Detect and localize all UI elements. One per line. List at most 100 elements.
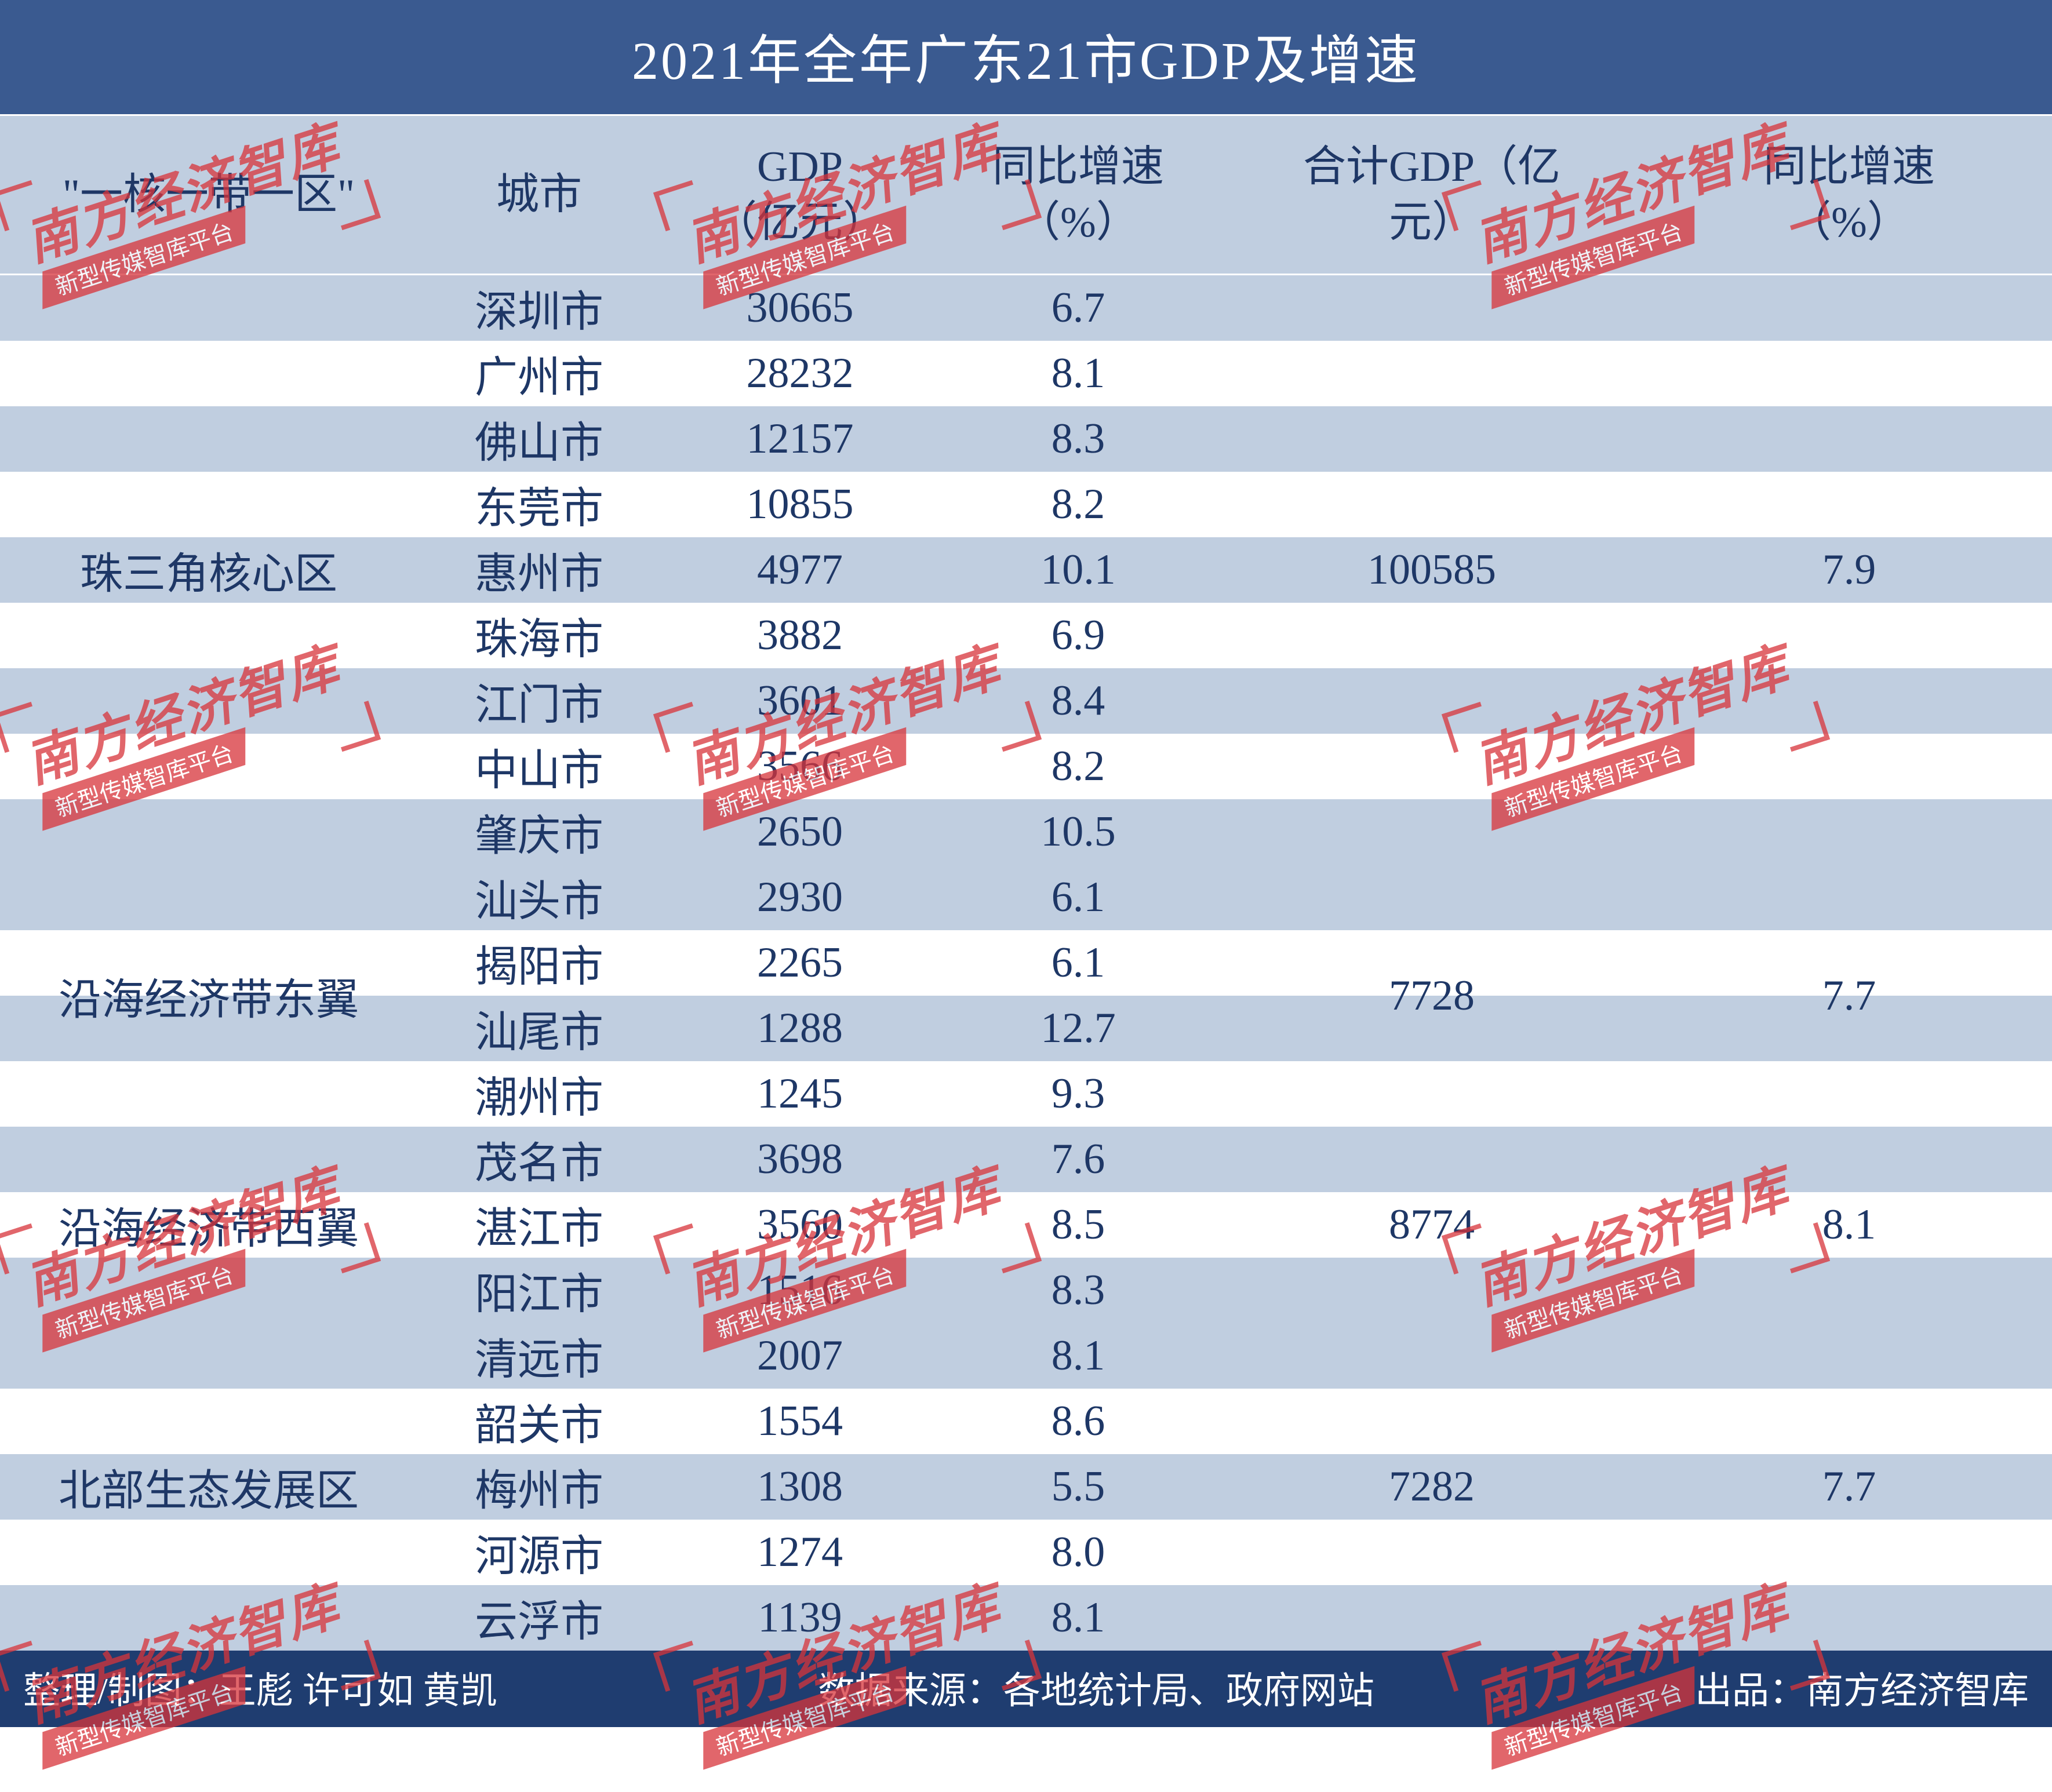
cell-gdp: 1308	[661, 1454, 939, 1520]
col-header-gdp: GDP （亿元）	[661, 116, 939, 274]
table-row: 汕尾市128812.7	[417, 996, 1217, 1061]
region-label: 北部生态发展区	[0, 1323, 417, 1651]
col-header-agg-growth-l2: （%）	[1788, 195, 1910, 250]
table-row: 肇庆市265010.5	[417, 799, 1217, 865]
cell-city: 肇庆市	[417, 799, 661, 865]
cell-gdp: 1554	[661, 1389, 939, 1454]
cell-growth: 8.4	[939, 668, 1217, 734]
page-root: 2021年全年广东21市GDP及增速 "一核一带一区" 城市 GDP （亿元） …	[0, 0, 2052, 1727]
table-row: 珠海市38826.9	[417, 603, 1217, 668]
cell-growth: 8.3	[939, 406, 1217, 472]
region-block: 北部生态发展区清远市20078.1韶关市15548.6梅州市13085.5河源市…	[0, 1323, 2052, 1651]
table-row: 惠州市497710.1	[417, 537, 1217, 603]
region-rows: 茂名市36987.6湛江市35608.5阳江市15168.3	[417, 1127, 1217, 1323]
cell-city: 汕尾市	[417, 996, 661, 1061]
cell-city: 清远市	[417, 1323, 661, 1389]
cell-gdp: 1139	[661, 1585, 939, 1651]
cell-gdp: 1274	[661, 1520, 939, 1585]
cell-gdp: 3698	[661, 1127, 939, 1192]
cell-city: 韶关市	[417, 1389, 661, 1454]
cell-gdp: 30665	[661, 275, 939, 341]
cell-city: 河源市	[417, 1520, 661, 1585]
cell-growth: 7.6	[939, 1127, 1217, 1192]
cell-city: 广州市	[417, 341, 661, 406]
footer-right-label: 出品：	[1695, 1670, 1806, 1711]
cell-city: 深圳市	[417, 275, 661, 341]
cell-gdp: 2650	[661, 799, 939, 865]
cell-city: 惠州市	[417, 537, 661, 603]
table-row: 湛江市35608.5	[417, 1192, 1217, 1258]
table-row: 深圳市306656.7	[417, 275, 1217, 341]
cell-growth: 8.1	[939, 341, 1217, 406]
footer-center: 数据来源：各地统计局、政府网站	[497, 1661, 1695, 1714]
cell-city: 梅州市	[417, 1454, 661, 1520]
region-label: 沿海经济带西翼	[0, 1127, 417, 1323]
col-header-agg-gdp: 合计GDP（亿 元）	[1217, 116, 1646, 274]
cell-agg-growth: 7.9	[1646, 275, 2052, 865]
cell-growth: 9.3	[939, 1061, 1217, 1127]
region-rows: 汕头市29306.1揭阳市22656.1汕尾市128812.7潮州市12459.…	[417, 865, 1217, 1127]
footer-left-value: 王彪 许可如 黄凯	[219, 1670, 497, 1711]
cell-growth: 5.5	[939, 1454, 1217, 1520]
page-title: 2021年全年广东21市GDP及增速	[0, 0, 2052, 114]
table-header-row: "一核一带一区" 城市 GDP （亿元） 同比增速 （%） 合计GDP（亿 元）…	[0, 114, 2052, 275]
footer-bar: 整理/制图：王彪 许可如 黄凯 数据来源：各地统计局、政府网站 出品：南方经济智…	[0, 1651, 2052, 1727]
cell-growth: 6.1	[939, 930, 1217, 996]
cell-city: 云浮市	[417, 1585, 661, 1651]
cell-growth: 8.2	[939, 734, 1217, 799]
table-row: 梅州市13085.5	[417, 1454, 1217, 1520]
cell-agg-gdp: 7282	[1217, 1323, 1646, 1651]
col-header-city-l1: 城市	[496, 167, 582, 223]
cell-city: 中山市	[417, 734, 661, 799]
cell-growth: 12.7	[939, 996, 1217, 1061]
cell-agg-gdp: 7728	[1217, 865, 1646, 1127]
cell-gdp: 10855	[661, 472, 939, 537]
region-block: 珠三角核心区深圳市306656.7广州市282328.1佛山市121578.3东…	[0, 275, 2052, 865]
cell-growth: 8.2	[939, 472, 1217, 537]
cell-gdp: 2007	[661, 1323, 939, 1389]
cell-gdp: 3882	[661, 603, 939, 668]
cell-gdp: 1288	[661, 996, 939, 1061]
cell-gdp: 3560	[661, 1192, 939, 1258]
table-row: 中山市35668.2	[417, 734, 1217, 799]
cell-gdp: 2930	[661, 865, 939, 930]
cell-growth: 6.9	[939, 603, 1217, 668]
cell-growth: 8.0	[939, 1520, 1217, 1585]
footer-right-value: 南方经济智库	[1806, 1670, 2029, 1711]
col-header-agg-growth: 同比增速 （%）	[1646, 116, 2052, 274]
table-row: 汕头市29306.1	[417, 865, 1217, 930]
region-block: 沿海经济带东翼汕头市29306.1揭阳市22656.1汕尾市128812.7潮州…	[0, 865, 2052, 1127]
table-row: 韶关市15548.6	[417, 1389, 1217, 1454]
cell-gdp: 3601	[661, 668, 939, 734]
footer-center-value: 各地统计局、政府网站	[1003, 1670, 1374, 1711]
col-header-growth-l1: 同比增速	[992, 139, 1164, 195]
cell-agg-gdp: 100585	[1217, 275, 1646, 865]
cell-growth: 10.5	[939, 799, 1217, 865]
cell-city: 江门市	[417, 668, 661, 734]
cell-growth: 8.1	[939, 1585, 1217, 1651]
footer-right: 出品：南方经济智库	[1695, 1661, 2029, 1714]
cell-growth: 6.7	[939, 275, 1217, 341]
col-header-gdp-l2: （亿元）	[714, 195, 886, 250]
cell-city: 东莞市	[417, 472, 661, 537]
table-row: 清远市20078.1	[417, 1323, 1217, 1389]
table-row: 东莞市108558.2	[417, 472, 1217, 537]
cell-city: 珠海市	[417, 603, 661, 668]
table-row: 广州市282328.1	[417, 341, 1217, 406]
col-header-agg-growth-l1: 同比增速	[1763, 139, 1935, 195]
cell-city: 汕头市	[417, 865, 661, 930]
table-row: 河源市12748.0	[417, 1520, 1217, 1585]
col-header-region: "一核一带一区"	[0, 116, 417, 274]
cell-growth: 8.3	[939, 1258, 1217, 1323]
table-row: 茂名市36987.6	[417, 1127, 1217, 1192]
cell-gdp: 1516	[661, 1258, 939, 1323]
cell-growth: 8.5	[939, 1192, 1217, 1258]
col-header-region-l1: "一核一带一区"	[63, 167, 355, 223]
cell-city: 阳江市	[417, 1258, 661, 1323]
region-block: 沿海经济带西翼茂名市36987.6湛江市35608.5阳江市15168.3877…	[0, 1127, 2052, 1323]
col-header-growth-l2: （%）	[1017, 195, 1139, 250]
cell-agg-growth: 7.7	[1646, 865, 2052, 1127]
footer-left: 整理/制图：王彪 许可如 黄凯	[23, 1661, 497, 1714]
cell-growth: 8.1	[939, 1323, 1217, 1389]
table-row: 佛山市121578.3	[417, 406, 1217, 472]
